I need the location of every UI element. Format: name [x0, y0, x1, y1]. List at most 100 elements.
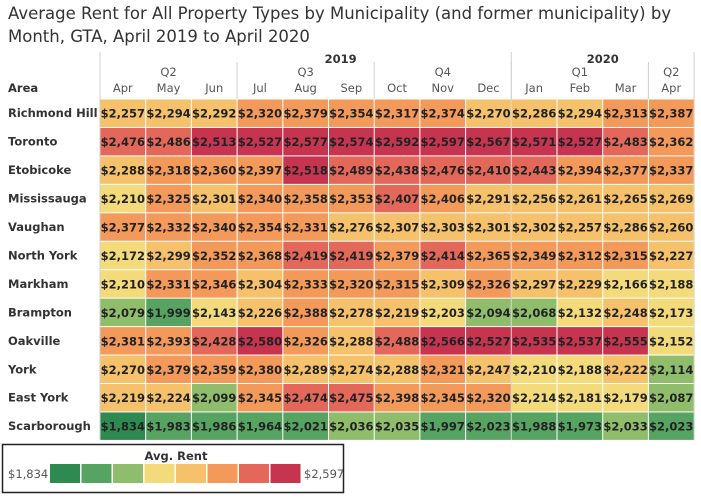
- heatmap-cell: [329, 99, 374, 127]
- heatmap-cell: [146, 355, 191, 383]
- cell-value: $2,438: [375, 164, 419, 178]
- cell-value: $2,256: [512, 192, 556, 206]
- cell-value: $2,527: [466, 334, 510, 348]
- year-label: 2019: [325, 52, 357, 66]
- month-label: Sep: [341, 81, 363, 95]
- heatmap-cell: [283, 184, 328, 213]
- cell-value: $2,414: [421, 249, 465, 263]
- area-label: Markham: [8, 277, 68, 291]
- cell-value: $1,964: [238, 420, 282, 434]
- cell-value: $2,488: [375, 334, 419, 348]
- cell-value: $2,379: [146, 363, 190, 377]
- cell-value: $2,222: [603, 363, 647, 377]
- heatmap-cell: [648, 412, 694, 440]
- cell-value: $2,276: [329, 221, 373, 235]
- heatmap-cell: [146, 99, 191, 127]
- cell-value: $2,397: [238, 164, 282, 178]
- heatmap-cell: [374, 99, 420, 127]
- cell-value: $2,023: [466, 420, 510, 434]
- heatmap-cell: [648, 298, 694, 327]
- heatmap-cell: [191, 384, 237, 412]
- cell-value: $2,315: [603, 249, 647, 263]
- cell-value: $2,331: [146, 277, 190, 291]
- cell-value: $2,362: [649, 135, 693, 149]
- heatmap-cell: [511, 384, 557, 412]
- heatmap-cell: [374, 298, 420, 327]
- cell-value: $2,297: [512, 277, 556, 291]
- month-label: Feb: [570, 81, 590, 95]
- cell-value: $2,309: [421, 277, 465, 291]
- cell-value: $2,289: [283, 363, 327, 377]
- heatmap-cell: [603, 384, 648, 412]
- cell-value: $2,580: [238, 334, 282, 348]
- heatmap-cell: [511, 241, 557, 270]
- area-label: Scarborough: [8, 419, 91, 433]
- heatmap-cell: [146, 270, 191, 298]
- cell-value: $2,419: [283, 249, 327, 263]
- cell-value: $1,997: [421, 420, 465, 434]
- heatmap-cell: [557, 327, 603, 355]
- cell-value: $2,320: [466, 391, 510, 405]
- legend-swatch: [50, 464, 80, 483]
- quarter-label: Q2: [160, 65, 176, 79]
- heatmap-cell: [557, 184, 603, 213]
- month-label: Jul: [252, 81, 267, 95]
- heatmap-cell: [511, 298, 557, 327]
- heatmap-cell: [191, 241, 237, 270]
- cell-value: $2,379: [283, 107, 327, 121]
- cell-value: $2,333: [283, 277, 327, 291]
- heatmap-cell: [146, 184, 191, 213]
- heatmap-cell: [466, 184, 511, 213]
- cell-value: $2,181: [558, 391, 602, 405]
- cell-value: $2,325: [146, 192, 190, 206]
- area-label: Etobicoke: [8, 163, 71, 177]
- heatmap-cell: [557, 99, 603, 127]
- cell-value: $2,345: [238, 391, 282, 405]
- cell-value: $2,210: [101, 192, 145, 206]
- heatmap-cell: [191, 99, 237, 127]
- heatmap-cell: [146, 127, 191, 156]
- cell-value: $2,597: [421, 135, 465, 149]
- cell-value: $2,410: [466, 164, 510, 178]
- heatmap-cell: [100, 412, 146, 440]
- heatmap-cell: [237, 127, 283, 156]
- heatmap-cell: [237, 384, 283, 412]
- heatmap-cell: [329, 156, 374, 184]
- cell-value: $2,475: [329, 391, 373, 405]
- cell-value: $2,307: [375, 221, 419, 235]
- heatmap-cell: [374, 241, 420, 270]
- cell-value: $2,358: [283, 192, 327, 206]
- cell-value: $2,172: [101, 249, 145, 263]
- heatmap-cell: [329, 412, 374, 440]
- heatmap-cell: [100, 99, 146, 127]
- heatmap-cell: [603, 156, 648, 184]
- quarter-label: Q2: [663, 65, 679, 79]
- heatmap-cell: [648, 270, 694, 298]
- area-label: East York: [8, 391, 69, 405]
- cell-value: $2,566: [421, 334, 465, 348]
- cell-value: $2,033: [603, 420, 647, 434]
- heatmap-cell: [374, 355, 420, 383]
- cell-value: $2,337: [649, 164, 693, 178]
- heatmap-cell: [420, 298, 466, 327]
- cell-value: $2,023: [649, 420, 693, 434]
- cell-value: $2,114: [649, 363, 693, 377]
- cell-value: $2,443: [512, 164, 556, 178]
- heatmap-cell: [283, 412, 328, 440]
- cell-value: $1,973: [558, 420, 602, 434]
- heatmap-cell: [420, 127, 466, 156]
- heatmap-cell: [283, 327, 328, 355]
- heatmap-cell: [511, 213, 557, 241]
- cell-value: $2,274: [329, 363, 373, 377]
- cell-value: $2,301: [466, 221, 510, 235]
- heatmap-cell: [511, 270, 557, 298]
- cell-value: $2,143: [192, 306, 236, 320]
- quarter-label: Q4: [435, 65, 451, 79]
- heatmap-cell: [100, 127, 146, 156]
- cell-value: $2,227: [649, 249, 693, 263]
- cell-value: $2,388: [283, 306, 327, 320]
- area-label: Vaughan: [8, 220, 65, 234]
- cell-value: $2,577: [283, 135, 327, 149]
- heatmap-cell: [603, 270, 648, 298]
- cell-value: $2,352: [192, 249, 236, 263]
